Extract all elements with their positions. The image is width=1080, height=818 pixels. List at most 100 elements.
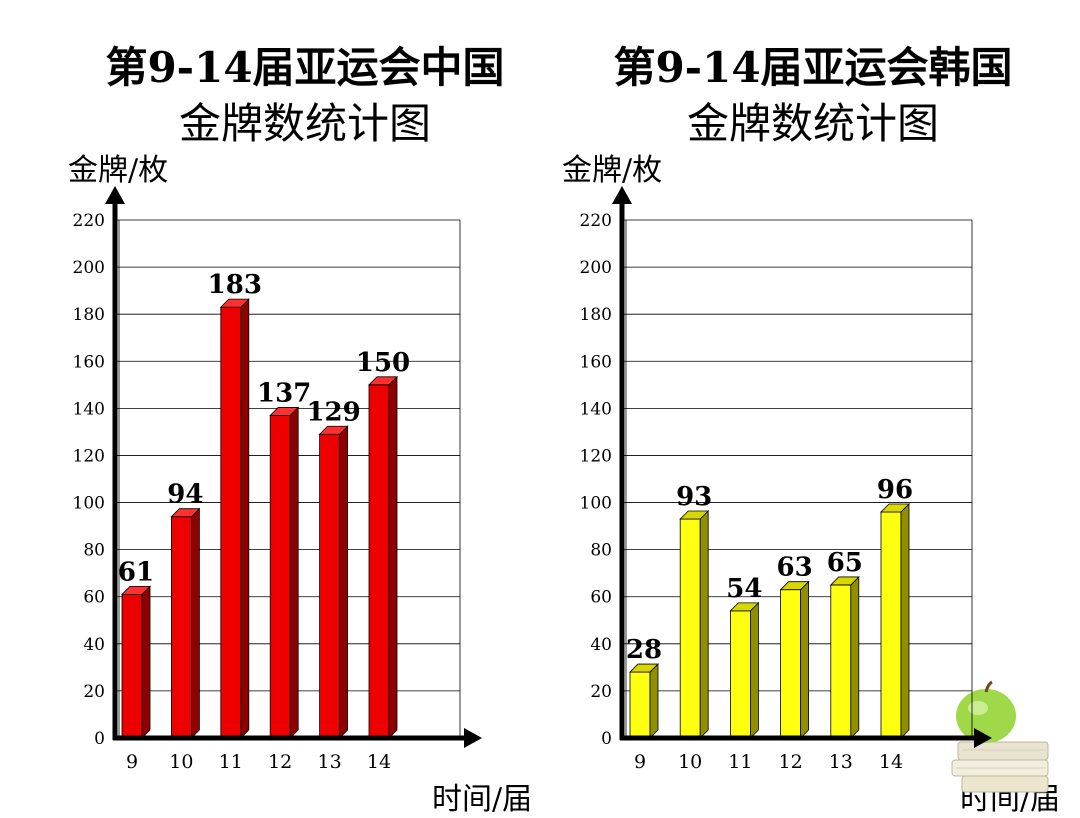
china-bar — [318, 425, 349, 739]
china-chart-title: 第9-14届亚运会中国 金牌数统计图 — [60, 40, 550, 152]
china-x-tick-label: 10 — [169, 751, 193, 773]
korea-y-tick-label: 220 — [580, 211, 612, 231]
korea-bar-top — [779, 581, 810, 591]
korea-data-label: 28 — [626, 635, 662, 665]
korea-data-label: 93 — [676, 482, 712, 512]
china-bar-top — [368, 376, 398, 386]
china-bar — [269, 406, 300, 739]
china-y-tick-label: 200 — [73, 258, 105, 278]
korea-bar-side — [800, 580, 809, 739]
china-y-tick-label: 160 — [73, 352, 105, 372]
china-y-tick-label: 220 — [73, 211, 105, 231]
korea-y-tick-label: 120 — [580, 446, 612, 466]
china-x-tick-label: 9 — [126, 751, 138, 773]
china-title-line2: 金牌数统计图 — [178, 99, 431, 148]
china-bar — [170, 507, 201, 739]
korea-axes — [612, 186, 992, 748]
korea-bars — [629, 502, 910, 739]
china-x-tick-labels: 9 10 11 12 13 14 — [126, 751, 391, 773]
korea-y-tick-label: 200 — [580, 258, 612, 278]
korea-y-tick-label: 20 — [590, 682, 612, 702]
korea-y-tick-label: 160 — [580, 352, 612, 372]
china-data-label: 150 — [356, 348, 410, 378]
korea-data-label: 63 — [777, 553, 813, 583]
china-y-tick-label: 60 — [83, 588, 105, 608]
china-y-tick-label: 120 — [73, 446, 105, 466]
china-bar — [368, 375, 398, 739]
korea-x-tick-label: 9 — [634, 751, 646, 773]
korea-bar — [880, 502, 910, 739]
china-bar-top — [219, 298, 250, 308]
korea-bar — [779, 580, 810, 739]
china-data-label: 61 — [118, 557, 154, 587]
korea-bar-front — [880, 511, 902, 739]
china-data-label: 94 — [167, 480, 203, 510]
korea-bar-top — [880, 503, 910, 513]
korea-y-tick-label: 180 — [580, 305, 612, 325]
korea-bar-top — [729, 602, 760, 612]
china-bar — [219, 298, 250, 739]
korea-x-tick-labels: 9 10 11 12 13 14 — [634, 751, 903, 773]
korea-x-tick-label: 11 — [728, 751, 752, 773]
korea-y-axis-label: 金牌/枚 — [562, 153, 663, 188]
korea-bar-side — [750, 601, 759, 739]
china-x-tick-label: 12 — [268, 751, 292, 773]
korea-bar-side — [900, 502, 910, 739]
korea-bar-top — [679, 510, 710, 520]
korea-data-label: 65 — [827, 548, 863, 578]
korea-bar-front — [629, 671, 651, 739]
korea-data-labels: 28 93 54 63 65 96 — [626, 475, 913, 665]
china-x-tick-label: 11 — [219, 751, 243, 773]
china-bar-top — [269, 407, 300, 416]
korea-x-tick-label: 12 — [779, 751, 803, 773]
book-stack-icon — [951, 741, 1049, 793]
korea-x-tick-label: 14 — [879, 751, 903, 773]
korea-bar — [629, 663, 659, 739]
korea-bar-front — [780, 589, 801, 739]
korea-bar-front — [730, 610, 751, 739]
china-y-tick-labels: 0 20 40 60 80 100 120 140 160 180 200 220 — [73, 211, 105, 749]
apple-icon — [956, 680, 1016, 743]
china-y-tick-label: 140 — [73, 399, 105, 419]
china-bars — [121, 298, 398, 739]
korea-x-tick-label: 10 — [678, 751, 702, 773]
korea-x-axis-arrow — [974, 728, 992, 748]
china-data-label: 129 — [306, 397, 360, 427]
korea-y-tick-label: 60 — [590, 588, 612, 608]
korea-bar-top — [629, 663, 659, 673]
korea-title-line2: 金牌数统计图 — [686, 99, 939, 148]
korea-bar-side — [649, 663, 659, 739]
korea-bar-top — [829, 576, 860, 586]
china-data-label: 183 — [208, 270, 262, 300]
korea-y-tick-label: 80 — [590, 541, 612, 561]
korea-bar-side — [850, 575, 860, 739]
korea-data-label: 54 — [726, 574, 762, 604]
korea-bar — [679, 510, 710, 739]
china-y-tick-label: 40 — [83, 635, 105, 655]
korea-bar-side — [699, 510, 709, 739]
china-y-tick-label: 20 — [83, 682, 105, 702]
china-bar-top — [318, 425, 349, 435]
china-x-axis-arrow — [464, 728, 482, 748]
korea-y-tick-label: 140 — [580, 399, 612, 419]
china-data-label: 137 — [257, 378, 311, 408]
korea-y-axis-arrow — [612, 186, 632, 204]
china-y-axis-label: 金牌/枚 — [68, 153, 169, 188]
china-bar-top — [121, 585, 151, 595]
china-y-tick-label: 180 — [73, 305, 105, 325]
korea-x-tick-label: 13 — [829, 751, 853, 773]
china-y-tick-label: 100 — [73, 494, 105, 514]
korea-title-line1: 第9-14届亚运会韩国 — [613, 43, 1013, 92]
korea-y-tick-label: 0 — [601, 729, 612, 749]
china-title-line1: 第9-14届亚运会中国 — [105, 43, 505, 92]
korea-bar-front — [830, 584, 852, 739]
apple-books-decoration — [951, 680, 1049, 793]
korea-chart-title: 第9-14届亚运会韩国 金牌数统计图 — [568, 40, 1058, 152]
china-x-tick-label: 14 — [367, 751, 391, 773]
china-bar — [121, 585, 151, 739]
korea-bar — [729, 601, 760, 739]
china-y-tick-label: 0 — [94, 729, 105, 749]
korea-data-label: 96 — [877, 475, 913, 505]
